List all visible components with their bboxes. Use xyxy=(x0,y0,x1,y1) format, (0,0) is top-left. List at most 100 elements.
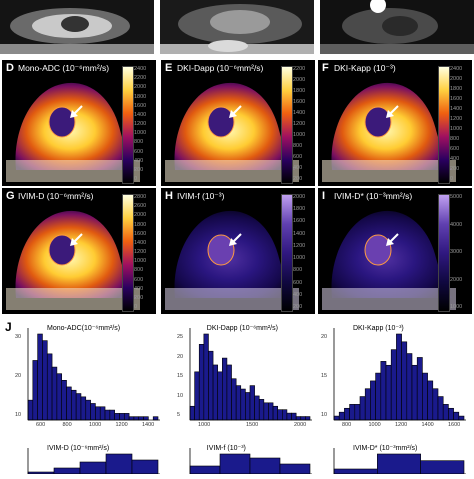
histogram-bar xyxy=(448,407,454,421)
color-bar-tick: 5000 xyxy=(450,194,463,200)
panel-title: DKI-Kapp (10⁻³) xyxy=(334,63,396,73)
color-bar-tick: 200 xyxy=(134,166,144,173)
color-bar-tick: 2000 xyxy=(134,212,147,219)
histogram-bar xyxy=(235,385,242,421)
color-bar xyxy=(122,194,134,312)
histogram-title: DKI-Dapp (10⁻⁶mm²/s) xyxy=(206,325,278,332)
histogram-bar xyxy=(411,364,418,421)
histogram-3: DKI-Kapp (10⁻³) 20 15 10 800 1000 1200 1400 1600 xyxy=(320,320,470,432)
chest-wall xyxy=(322,160,456,182)
color-bar-tick: 600 xyxy=(293,279,303,286)
color-bar-tick: 1000 xyxy=(293,255,306,262)
y-tick-label: 10 xyxy=(321,412,328,418)
breast-region xyxy=(15,82,137,170)
map-image-h xyxy=(165,210,299,310)
histogram-bar xyxy=(79,461,107,475)
x-tick-label: 1200 xyxy=(115,422,128,428)
color-bar-tick: 600 xyxy=(134,276,144,283)
histogram-bar xyxy=(396,333,402,421)
histogram-bar xyxy=(51,366,58,421)
mri-image-b-art xyxy=(160,0,314,54)
panel-letter: H xyxy=(165,190,173,202)
chest-wall xyxy=(322,288,456,310)
x-tick-label: 1600 xyxy=(448,422,461,428)
mri-image-c-art xyxy=(320,0,474,54)
breast-region xyxy=(15,210,137,298)
histogram-bar xyxy=(385,364,392,421)
histogram-1: Mono-ADC(10⁻⁶mm²/s) 30 20 10 600 800 1000 1200 1… xyxy=(14,320,164,432)
breast-region xyxy=(174,82,295,170)
histogram-bar xyxy=(212,364,218,421)
color-bar-tick: 400 xyxy=(134,285,144,292)
color-bar-tick: 1000 xyxy=(134,258,147,265)
panel-title: IVIM-D (10⁻⁶mm²/s) xyxy=(18,191,94,201)
panel-title: DKI-Dapp (10⁻⁶mm²/s) xyxy=(177,63,264,73)
histogram-bar xyxy=(249,385,255,421)
y-tick-label: 10 xyxy=(177,392,184,399)
histogram-bar xyxy=(422,372,428,421)
histogram-title: Mono-ADC(10⁻⁶mm²/s) xyxy=(47,325,121,332)
panel-letter: G xyxy=(6,190,15,202)
color-bar-tick: 2000 xyxy=(134,84,147,91)
histogram-bar xyxy=(27,399,34,421)
mri-image-a xyxy=(0,0,154,54)
histogram-bar xyxy=(364,388,371,421)
color-bar-tick: 2800 xyxy=(134,194,147,200)
histogram-bar xyxy=(245,392,251,421)
color-bar-tick: 0 xyxy=(134,176,138,182)
color-bar-tick: 1800 xyxy=(134,93,147,100)
map-panel-h: H IVIM-f (10⁻³) 2000 1800 1600 1400 1200 1000 80… xyxy=(161,188,315,314)
map-panel-g: G IVIM-D (10⁻⁶mm²/s) 2800 2600 2000 1800 1600 1… xyxy=(2,188,156,314)
color-bar-tick: 1800 xyxy=(450,86,463,92)
lesion xyxy=(364,234,392,266)
histogram-plot xyxy=(333,328,466,421)
y-tick-label: 20 xyxy=(321,334,328,340)
top-image-strip xyxy=(0,0,474,56)
histogram-2: DKI-Dapp (10⁻⁶mm²/s) 25 20 15 10 5 1000 1500 200… xyxy=(176,320,316,432)
histogram-bar xyxy=(138,416,144,421)
color-bar-tick: 800 xyxy=(293,143,303,149)
y-tick-label: 15 xyxy=(177,373,184,379)
breast-region xyxy=(331,82,452,170)
color-bar xyxy=(281,66,293,184)
histogram-bar xyxy=(380,361,387,421)
color-bar-tick: 200 xyxy=(134,294,144,301)
color-bar-tick: 200 xyxy=(293,304,303,310)
map-image-f xyxy=(322,82,456,182)
lesion xyxy=(48,234,76,266)
histogram-bar xyxy=(338,411,345,421)
panel-title: IVIM-D* (10⁻³mm²/s) xyxy=(334,191,413,201)
histogram-bar xyxy=(432,388,439,421)
arrow-head xyxy=(70,110,78,118)
color-bar-tick: 1800 xyxy=(293,206,306,213)
histogram-bar xyxy=(61,380,67,421)
color-bar-tick: 800 xyxy=(450,136,460,142)
color-bar-tick: 2400 xyxy=(134,66,147,72)
histogram-bar xyxy=(66,386,72,421)
histogram-bar xyxy=(295,416,302,421)
histogram-4: IVIM-D (10⁻⁶mm²/s) xyxy=(14,440,164,475)
histogram-bar xyxy=(95,406,101,421)
color-bar-tick: 1600 xyxy=(134,230,147,237)
color-bar-tick: 1200 xyxy=(450,116,463,122)
color-bar-tick: 1200 xyxy=(293,121,306,127)
histogram-bar xyxy=(71,389,77,421)
lesion xyxy=(364,106,392,138)
color-bar-tick: 1400 xyxy=(450,106,463,112)
histogram-bar xyxy=(354,404,361,421)
color-bar-tick: 2000 xyxy=(293,77,306,83)
histogram-bar xyxy=(390,349,397,421)
color-bar-tick: 2400 xyxy=(450,66,463,72)
panel-title: IVIM-f (10⁻³) xyxy=(177,191,225,201)
histogram-bar xyxy=(453,411,460,421)
x-tick-label: 1000 xyxy=(89,422,102,428)
histogram-5: IVIM-f (10⁻³) xyxy=(176,440,316,475)
color-bar-tick: 800 xyxy=(134,267,144,274)
histogram-bar xyxy=(416,357,423,421)
chest-wall xyxy=(6,160,140,182)
histogram-6: IVIM-D* (10⁻³mm²/s) xyxy=(320,440,470,475)
histogram-bar xyxy=(268,402,274,421)
x-tick-label: 1500 xyxy=(246,422,259,428)
color-bar-tick: 400 xyxy=(450,156,460,162)
color-bar-tick: 400 xyxy=(134,157,144,164)
